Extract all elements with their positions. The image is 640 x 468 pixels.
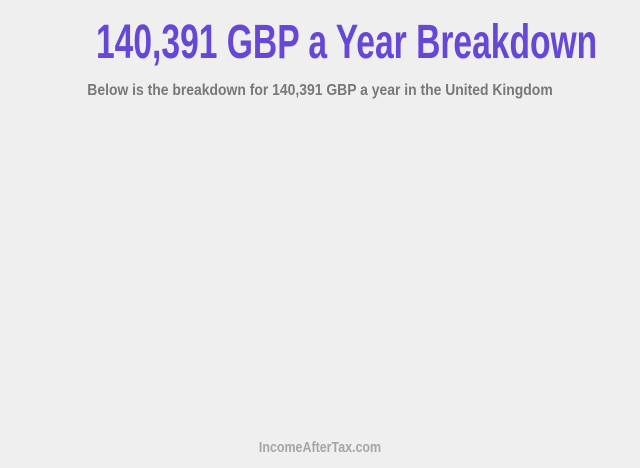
page-title: 140,391 GBP a Year Breakdown (96, 16, 598, 69)
footer-site-label: IncomeAfterTax.com (258, 439, 382, 456)
page: 140,391 GBP a Year Breakdown Below is th… (0, 16, 640, 468)
page-subtitle: Below is the breakdown for 140,391 GBP a… (87, 82, 553, 100)
